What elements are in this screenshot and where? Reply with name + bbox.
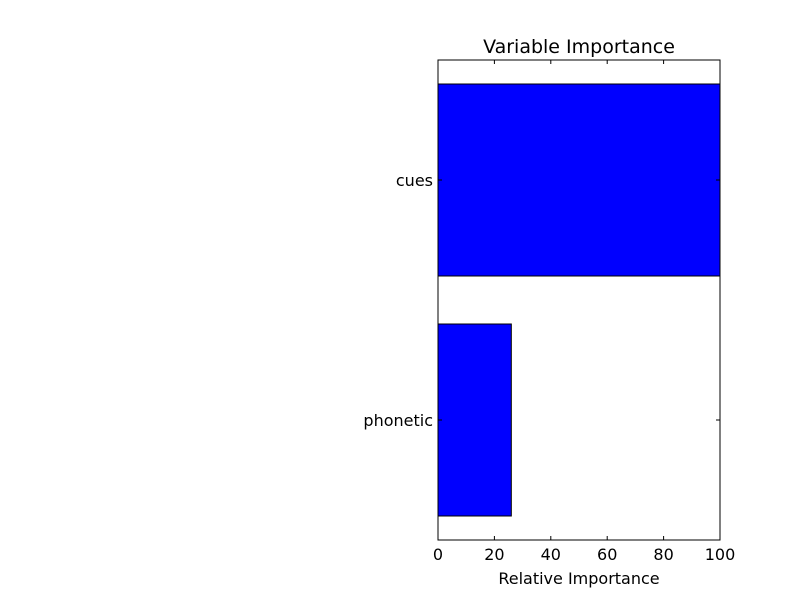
x-tick-label-20: 20 [484, 545, 504, 564]
x-tick-label-40: 40 [541, 545, 561, 564]
category-label-cues: cues [396, 171, 433, 190]
bar-cues [437, 83, 721, 277]
x-tick-label-100: 100 [705, 545, 736, 564]
category-labels: phonetic cues [363, 171, 433, 430]
x-tick-labels: 0 20 40 60 80 100 [433, 545, 735, 564]
x-axis-title: Relative Importance [498, 569, 659, 588]
plot-frame [437, 59, 721, 541]
x-tick-label-80: 80 [653, 545, 673, 564]
category-label-phonetic: phonetic [363, 411, 433, 430]
chart-title: Variable Importance [483, 36, 675, 58]
bar-phonetic [437, 323, 512, 517]
x-tick-label-0: 0 [433, 545, 443, 564]
x-tick-label-60: 60 [597, 545, 617, 564]
